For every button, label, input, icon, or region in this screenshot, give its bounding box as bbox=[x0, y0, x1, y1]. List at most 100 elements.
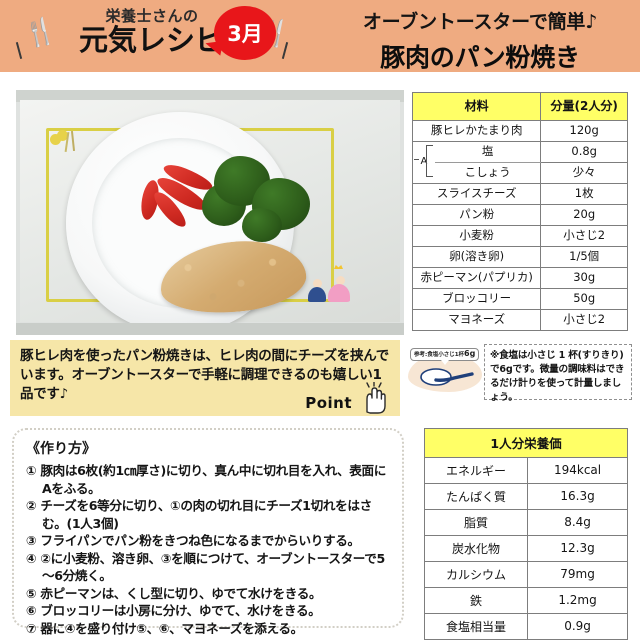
group-bracket-icon bbox=[425, 145, 433, 177]
nutrition-value: 0.9g bbox=[527, 613, 628, 640]
recipe-title: オーブントースターで簡単♪ 豚肉のパン粉焼き bbox=[320, 0, 640, 72]
ingredient-qty: 1/5個 bbox=[540, 246, 628, 268]
hina-dolls-icon bbox=[308, 265, 354, 302]
hina-crown-icon bbox=[334, 265, 343, 269]
spoon-icon bbox=[420, 368, 474, 386]
nutrition-value: 8.4g bbox=[527, 509, 628, 536]
photo-table-top bbox=[16, 90, 404, 102]
brand-block: 🍴 栄養士さんの 元気レシピ 🍴 bbox=[0, 0, 316, 72]
ingredients-body: 豚ヒレかたまり肉 120g A 塩 0.8g こしょう 少々 スライスチーズ 1… bbox=[411, 120, 628, 331]
ingredient-name: マヨネーズ bbox=[411, 309, 542, 331]
decor-tick-left bbox=[15, 42, 23, 59]
list-item: ③ フライパンでパン粉をきつね色になるまでからいりする。 bbox=[26, 533, 360, 548]
table-row: ブロッコリー 50g bbox=[411, 288, 628, 310]
list-item: ⑤ 赤ピーマンは、くし型に切り、ゆでて水けをきる。 bbox=[26, 585, 322, 601]
breaded-pork bbox=[156, 234, 310, 320]
hina-doll-female bbox=[328, 276, 350, 302]
hina-doll-male bbox=[308, 279, 326, 302]
table-row: スライスチーズ 1枚 bbox=[411, 183, 628, 205]
salt-reference-tag: 参考:食塩小さじ1杯6g bbox=[410, 348, 480, 365]
ingredient-name: こしょう bbox=[434, 162, 542, 184]
placemat-flower-icon bbox=[50, 130, 84, 156]
broccoli-floret bbox=[242, 208, 282, 242]
table-row: パン粉 20g bbox=[411, 204, 628, 226]
table-row: カルシウム 79mg bbox=[423, 561, 628, 588]
list-item: ⑥ ブロッコリーは小房に分け、ゆでて、水けをきる。 bbox=[26, 603, 321, 618]
nutrition-name: エネルギー bbox=[423, 457, 529, 484]
salt-note-text: ※食塩は小さじ 1 杯(すりきり)で6gです。微量の調味料はできるだけ計りを使っ… bbox=[490, 350, 625, 403]
description-text: 豚ヒレ肉を使ったパン粉焼きは、ヒレ肉の間にチーズを挟んでいます。オーブントースタ… bbox=[20, 348, 389, 402]
nutrition-name: 鉄 bbox=[423, 587, 529, 614]
table-row: 脂質 8.4g bbox=[423, 509, 628, 536]
ingredient-qty: 1枚 bbox=[540, 183, 628, 205]
ingredient-name: 小麦粉 bbox=[411, 225, 542, 247]
nutrition-name: カルシウム bbox=[423, 561, 529, 588]
salt-spoon-illustration: 参考:食塩小さじ1杯6g bbox=[408, 348, 486, 394]
nutrition-name: 炭水化物 bbox=[423, 535, 529, 562]
ingredients-col-qty: 分量(2人分) bbox=[540, 92, 628, 121]
method-title: 《作り方》 bbox=[26, 441, 96, 457]
nutrition-name: 食塩相当量 bbox=[423, 613, 529, 640]
description-band: 豚ヒレ肉を使ったパン粉焼きは、ヒレ肉の間にチーズを挟んでいます。オーブントースタ… bbox=[10, 340, 400, 416]
table-row: 豚ヒレかたまり肉 120g bbox=[411, 120, 628, 142]
ingredient-qty: 0.8g bbox=[540, 141, 628, 163]
recipe-title-line2: 豚肉のパン粉焼き bbox=[380, 43, 580, 72]
ingredient-qty: 120g bbox=[540, 120, 628, 142]
ingredient-qty: 少々 bbox=[540, 162, 628, 184]
header-band: 🍴 栄養士さんの 元気レシピ 🍴 3月 オーブントースターで簡単♪ 豚肉のパン粉… bbox=[0, 0, 640, 72]
method-box: 《作り方》 ① 豚肉は6枚(約1㎝厚さ)に切り、真ん中に切れ目を入れ、表面にAを… bbox=[12, 428, 404, 636]
nutrition-value: 79mg bbox=[527, 561, 628, 588]
table-row: 卵(溶き卵) 1/5個 bbox=[411, 246, 628, 268]
ingredient-name: 卵(溶き卵) bbox=[411, 246, 542, 268]
ingredient-name: ブロッコリー bbox=[411, 288, 542, 310]
pointing-hand-icon bbox=[356, 381, 390, 416]
plate bbox=[66, 112, 310, 334]
month-badge: 3月 bbox=[214, 6, 276, 60]
ingredient-qty: 30g bbox=[540, 267, 628, 289]
table-row: 炭水化物 12.3g bbox=[423, 535, 628, 562]
list-item: ⑦ 器に④を盛り付け⑤、⑥、マヨネーズを添える。 bbox=[26, 620, 303, 636]
group-letter: A bbox=[420, 156, 428, 168]
nutrition-value: 1.2mg bbox=[527, 587, 628, 614]
ingredients-table: 材料 分量(2人分) 豚ヒレかたまり肉 120g A 塩 0.8g こしょう 少… bbox=[411, 92, 628, 331]
ingredient-name: 塩 bbox=[434, 141, 542, 163]
ingredient-name: パン粉 bbox=[411, 204, 542, 226]
table-row: マヨネーズ 小さじ2 bbox=[411, 309, 628, 331]
ingredients-header-row: 材料 分量(2人分) bbox=[411, 92, 628, 121]
ingredient-qty: 20g bbox=[540, 204, 628, 226]
salt-tag-text: 参考:食塩小さじ1杯 bbox=[414, 352, 465, 358]
method-step-list: ① 豚肉は6枚(約1㎝厚さ)に切り、真ん中に切れ目を入れ、表面にAをふる。 ② … bbox=[26, 462, 390, 637]
salt-tag-value: 6g bbox=[464, 349, 476, 358]
list-item: ② チーズを6等分に切り、①の肉の切れ目にチーズ1切れをはさむ。(1人3個) bbox=[26, 498, 372, 531]
brand-subtitle: 栄養士さんの bbox=[105, 7, 199, 25]
ingredient-name: 赤ピーマン(パプリカ) bbox=[411, 267, 542, 289]
photo-placemat bbox=[20, 100, 400, 334]
ingredient-name: スライスチーズ bbox=[411, 183, 542, 205]
table-row: こしょう 少々 bbox=[413, 162, 628, 184]
table-row: エネルギー 194kcal bbox=[423, 457, 628, 484]
nutrition-body: エネルギー 194kcal たんぱく質 16.3g 脂質 8.4g 炭水化物 1… bbox=[423, 457, 628, 640]
table-row: A 塩 0.8g bbox=[411, 141, 628, 184]
photo-table-bottom bbox=[16, 323, 404, 335]
nutrition-value: 194kcal bbox=[527, 457, 628, 484]
nutrition-value: 12.3g bbox=[527, 535, 628, 562]
ingredients-col-name: 材料 bbox=[411, 92, 542, 121]
table-row: たんぱく質 16.3g bbox=[423, 483, 628, 510]
salt-note-box: ※食塩は小さじ 1 杯(すりきり)で6gです。微量の調味料はできるだけ計りを使っ… bbox=[484, 344, 632, 403]
nutrition-header-row: 1人分栄養価 bbox=[424, 428, 628, 458]
group-dash bbox=[414, 159, 419, 160]
point-label: Point bbox=[305, 394, 352, 412]
ingredient-qty: 50g bbox=[540, 288, 628, 310]
ingredient-qty: 小さじ2 bbox=[540, 309, 628, 331]
recipe-title-line1: オーブントースターで簡単♪ bbox=[362, 11, 598, 33]
ingredient-group-label: A bbox=[411, 141, 435, 184]
ingredient-name: 豚ヒレかたまり肉 bbox=[411, 120, 542, 142]
table-row: 食塩相当量 0.9g bbox=[423, 613, 628, 640]
table-row: 赤ピーマン(パプリカ) 30g bbox=[411, 267, 628, 289]
nutrition-name: たんぱく質 bbox=[423, 483, 529, 510]
list-item: ① 豚肉は6枚(約1㎝厚さ)に切り、真ん中に切れ目を入れ、表面にAをふる。 bbox=[26, 463, 386, 496]
brand-title: 元気レシピ bbox=[78, 23, 224, 57]
nutrition-value: 16.3g bbox=[527, 483, 628, 510]
nutrition-table: 1人分栄養価 エネルギー 194kcal たんぱく質 16.3g 脂質 8.4g… bbox=[423, 428, 628, 640]
dish-photo bbox=[16, 90, 404, 335]
